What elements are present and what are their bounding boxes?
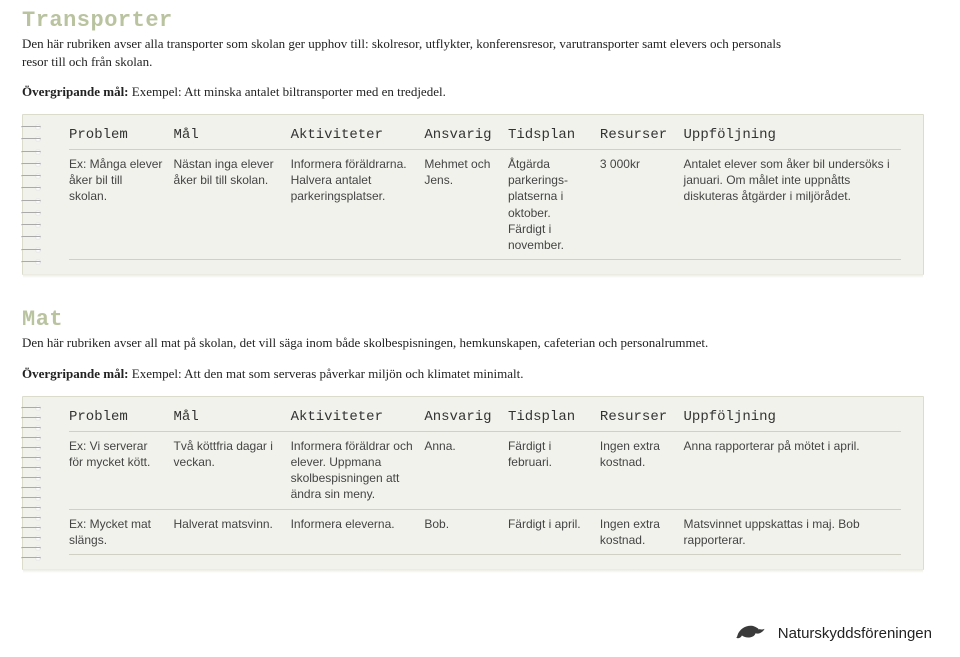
table-row: Ex: Mycket mat slängs. Halverat matsvinn…: [69, 509, 901, 554]
table-row: Ex: Vi serverar för mycket kött. Två köt…: [69, 431, 901, 509]
th-mal: Mål: [174, 407, 291, 432]
goal-text: Exempel: Att minska antalet biltransport…: [132, 84, 446, 99]
table-row: Ex: Många elever åker bil till skolan. N…: [69, 150, 901, 260]
falcon-icon: [734, 620, 768, 647]
th-tidsplan: Tidsplan: [508, 407, 600, 432]
table-header-row: Problem Mål Aktiviteter Ansvarig Tidspla…: [69, 407, 901, 432]
cell-tidsplan: Åtgärda parkerings­platserna i oktober. …: [508, 150, 600, 260]
cell-problem: Ex: Många elever åker bil till skolan.: [69, 150, 174, 260]
th-aktiviteter: Aktiviteter: [291, 125, 425, 150]
th-ansvarig: Ansvarig: [424, 125, 508, 150]
cell-mal: Halverat matsvinn.: [174, 509, 291, 554]
cell-uppfoljning: Anna rapporterar på mötet i april.: [684, 431, 901, 509]
notebook-transporter: Problem Mål Aktiviteter Ansvarig Tidspla…: [22, 114, 924, 275]
cell-aktiviteter: Informera föräldrar och elever. Uppmana …: [291, 431, 425, 509]
th-ansvarig: Ansvarig: [424, 407, 508, 432]
th-uppfoljning: Uppföljning: [684, 125, 901, 150]
th-resurser: Resurser: [600, 407, 684, 432]
goal-label: Övergripande mål:: [22, 84, 129, 99]
th-aktiviteter: Aktiviteter: [291, 407, 425, 432]
cell-uppfoljning: Antalet elever som åker bil undersöks i …: [684, 150, 901, 260]
cell-problem: Ex: Mycket mat slängs.: [69, 509, 174, 554]
section-title-transporter: Transporter: [22, 8, 924, 33]
spiral-binding: [17, 403, 51, 563]
cell-aktiviteter: Informera föräldrarna. Halvera antalet p…: [291, 150, 425, 260]
th-problem: Problem: [69, 125, 174, 150]
table-transporter: Problem Mål Aktiviteter Ansvarig Tidspla…: [69, 125, 901, 260]
cell-resurser: Ingen extra kostnad.: [600, 431, 684, 509]
section-intro-transporter: Den här rubriken avser alla transporter …: [22, 35, 782, 70]
table-mat: Problem Mål Aktiviteter Ansvarig Tidspla…: [69, 407, 901, 555]
goal-text: Exempel: Att den mat som serveras påverk…: [132, 366, 524, 381]
cell-uppfoljning: Matsvinnet uppskattas i maj. Bob rapport…: [684, 509, 901, 554]
th-resurser: Resurser: [600, 125, 684, 150]
table-header-row: Problem Mål Aktiviteter Ansvarig Tidspla…: [69, 125, 901, 150]
goal-line-transporter: Övergripande mål: Exempel: Att minska an…: [22, 84, 924, 100]
th-mal: Mål: [174, 125, 291, 150]
cell-resurser: 3 000kr: [600, 150, 684, 260]
footer-org-text: Naturskyddsföreningen: [778, 625, 932, 642]
section-transporter: Transporter Den här rubriken avser alla …: [22, 8, 924, 275]
section-mat: Mat Den här rubriken avser all mat på sk…: [22, 307, 924, 570]
cell-ansvarig: Bob.: [424, 509, 508, 554]
cell-tidsplan: Färdigt i februari.: [508, 431, 600, 509]
th-tidsplan: Tidsplan: [508, 125, 600, 150]
th-uppfoljning: Uppföljning: [684, 407, 901, 432]
footer-logo: Naturskyddsföreningen: [734, 620, 932, 647]
cell-mal: Två köttfria dagar i veckan.: [174, 431, 291, 509]
cell-aktiviteter: Informera eleverna.: [291, 509, 425, 554]
spiral-binding: [17, 121, 51, 268]
notebook-mat: Problem Mål Aktiviteter Ansvarig Tidspla…: [22, 396, 924, 570]
cell-ansvarig: Mehmet och Jens.: [424, 150, 508, 260]
goal-label: Övergripande mål:: [22, 366, 129, 381]
cell-problem: Ex: Vi serverar för mycket kött.: [69, 431, 174, 509]
cell-resurser: Ingen extra kostnad.: [600, 509, 684, 554]
cell-mal: Nästan inga elever åker bil till skolan.: [174, 150, 291, 260]
cell-ansvarig: Anna.: [424, 431, 508, 509]
cell-tidsplan: Färdigt i april.: [508, 509, 600, 554]
goal-line-mat: Övergripande mål: Exempel: Att den mat s…: [22, 366, 924, 382]
section-intro-mat: Den här rubriken avser all mat på skolan…: [22, 334, 782, 352]
th-problem: Problem: [69, 407, 174, 432]
section-title-mat: Mat: [22, 307, 924, 332]
